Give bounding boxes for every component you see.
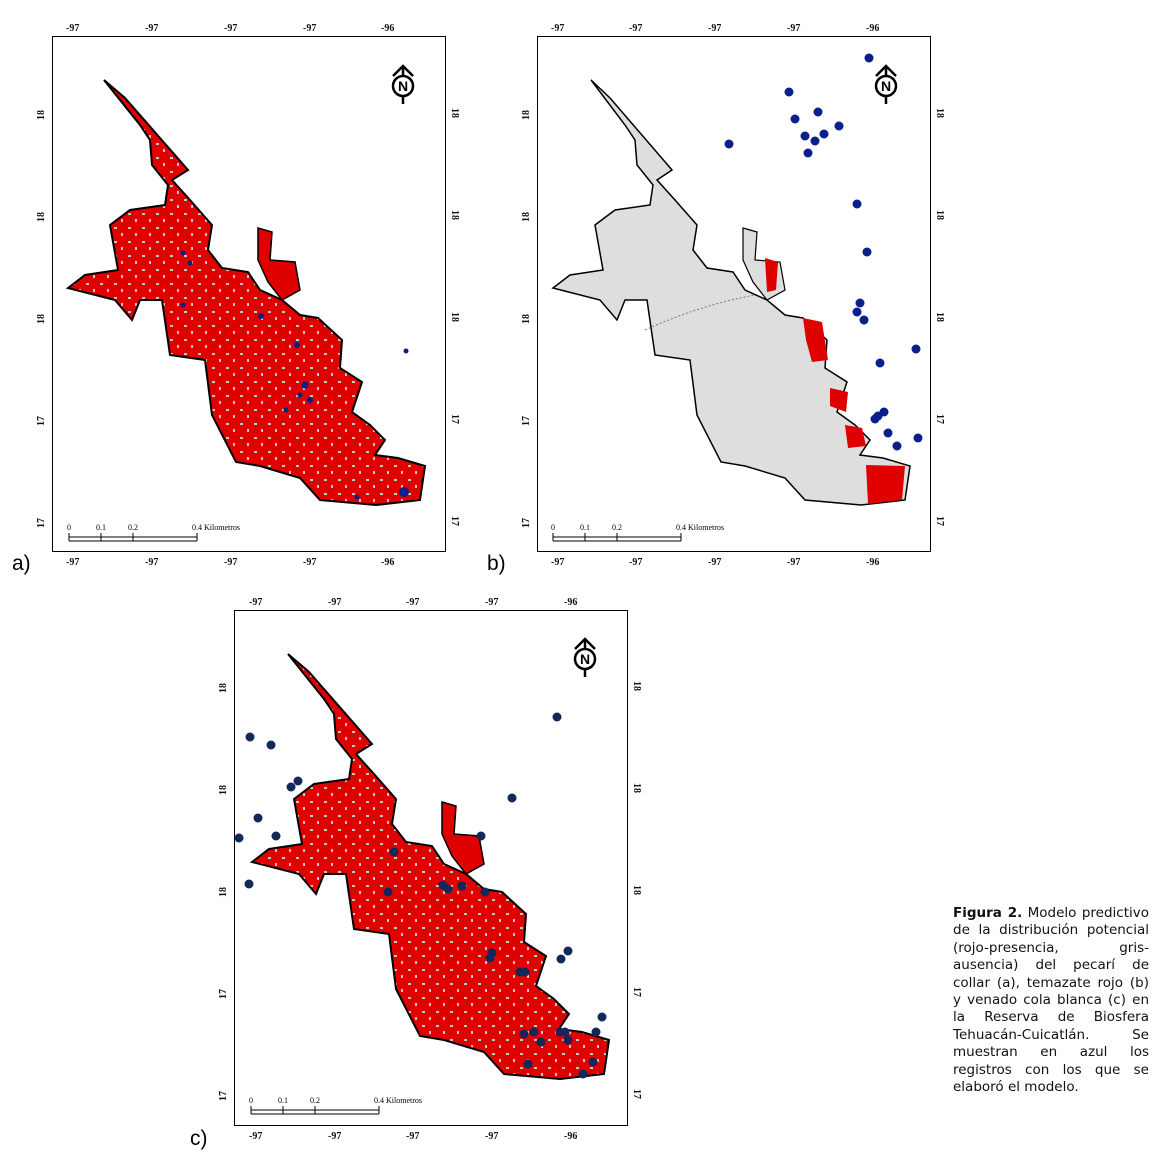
panel-label-a: a) bbox=[12, 552, 31, 575]
north-label-a: N bbox=[398, 78, 408, 94]
bottom-tick-c-0: -97 bbox=[249, 1131, 262, 1142]
right-tick-a-1: 18 bbox=[449, 210, 460, 220]
scale-1-b: 0.1 bbox=[580, 523, 590, 532]
right-tick-a-3: 17 bbox=[449, 414, 460, 424]
ticks-a: -97 -97 -97 -97 -96 -97 -97 -97 -97 -96 … bbox=[36, 23, 460, 568]
left-tick-b-0: 18 bbox=[521, 110, 532, 120]
left-tick-b-1: 18 bbox=[521, 212, 532, 222]
left-tick-a-0: 18 bbox=[36, 110, 47, 120]
scale-2-c: 0.2 bbox=[310, 1096, 320, 1105]
top-tick-a-2: -97 bbox=[224, 23, 237, 34]
scale-1-c: 0.1 bbox=[278, 1096, 288, 1105]
left-tick-c-2: 18 bbox=[218, 887, 229, 897]
scale-2-a: 0.2 bbox=[128, 523, 138, 532]
bottom-tick-b-0: -97 bbox=[551, 557, 564, 568]
bottom-tick-a-1: -97 bbox=[145, 557, 158, 568]
left-tick-b-3: 17 bbox=[521, 416, 532, 426]
scale-3-a: 0.4 Kilometros bbox=[192, 523, 240, 532]
scale-0-c: 0 bbox=[249, 1096, 253, 1105]
scale-bar-a: 0 0.1 0.2 0.4 Kilometros bbox=[67, 523, 240, 542]
north-arrow-a: N bbox=[391, 64, 415, 104]
records-b bbox=[724, 53, 923, 451]
right-tick-c-1: 18 bbox=[631, 783, 642, 793]
top-tick-c-4: -96 bbox=[564, 597, 577, 608]
bottom-tick-a-4: -96 bbox=[381, 557, 394, 568]
top-tick-b-0: -97 bbox=[551, 23, 564, 34]
ticks-b: -97 -97 -97 -97 -96 -97 -97 -97 -97 -96 … bbox=[521, 23, 945, 568]
caption-text: Modelo predictivo de la distribución pot… bbox=[953, 905, 1149, 1096]
scale-3-b: 0.4 Kilometros bbox=[676, 523, 724, 532]
bottom-tick-a-2: -97 bbox=[224, 557, 237, 568]
bottom-tick-c-3: -97 bbox=[485, 1131, 498, 1142]
right-tick-a-0: 18 bbox=[449, 108, 460, 118]
bottom-tick-a-3: -97 bbox=[303, 557, 316, 568]
left-tick-c-3: 17 bbox=[218, 989, 229, 999]
top-tick-c-3: -97 bbox=[485, 597, 498, 608]
left-tick-a-3: 17 bbox=[36, 416, 47, 426]
north-arrow-c: N bbox=[573, 637, 597, 677]
scale-2-b: 0.2 bbox=[612, 523, 622, 532]
right-tick-b-2: 18 bbox=[934, 312, 945, 322]
scale-1-a: 0.1 bbox=[96, 523, 106, 532]
top-tick-b-4: -96 bbox=[866, 23, 879, 34]
scale-0-a: 0 bbox=[67, 523, 71, 532]
north-arrow-b: N bbox=[874, 64, 898, 104]
bottom-tick-b-4: -96 bbox=[866, 557, 879, 568]
bottom-tick-b-2: -97 bbox=[708, 557, 721, 568]
left-tick-a-2: 18 bbox=[36, 314, 47, 324]
left-tick-a-1: 18 bbox=[36, 212, 47, 222]
records-a bbox=[180, 250, 409, 500]
panel-label-c: c) bbox=[190, 1127, 208, 1150]
panel-label-b: b) bbox=[487, 552, 506, 575]
reserve-polygon-a bbox=[65, 79, 427, 507]
scale-3-c: 0.4 Kilometros bbox=[374, 1096, 422, 1105]
top-tick-a-1: -97 bbox=[145, 23, 158, 34]
bottom-tick-b-1: -97 bbox=[629, 557, 642, 568]
left-tick-a-4: 17 bbox=[36, 518, 47, 528]
right-tick-a-4: 17 bbox=[449, 516, 460, 526]
left-tick-c-1: 18 bbox=[218, 785, 229, 795]
north-label-c: N bbox=[580, 651, 590, 667]
right-tick-c-4: 17 bbox=[631, 1089, 642, 1099]
bottom-tick-c-4: -96 bbox=[564, 1131, 577, 1142]
bottom-tick-a-0: -97 bbox=[66, 557, 79, 568]
caption-lead: Figura 2. bbox=[953, 905, 1023, 921]
right-tick-b-4: 17 bbox=[934, 516, 945, 526]
top-tick-c-2: -97 bbox=[406, 597, 419, 608]
bottom-tick-c-1: -97 bbox=[328, 1131, 341, 1142]
right-tick-c-2: 18 bbox=[631, 885, 642, 895]
bottom-tick-b-3: -97 bbox=[787, 557, 800, 568]
left-tick-c-0: 18 bbox=[218, 683, 229, 693]
right-tick-c-3: 17 bbox=[631, 987, 642, 997]
reserve-polygon-b bbox=[551, 79, 911, 506]
top-tick-a-4: -96 bbox=[381, 23, 394, 34]
right-tick-c-0: 18 bbox=[631, 681, 642, 691]
right-tick-a-2: 18 bbox=[449, 312, 460, 322]
records-c bbox=[234, 712, 607, 1079]
top-tick-a-3: -97 bbox=[303, 23, 316, 34]
top-tick-b-1: -97 bbox=[629, 23, 642, 34]
north-label-b: N bbox=[881, 78, 891, 94]
top-tick-b-3: -97 bbox=[787, 23, 800, 34]
scale-bar-c: 0 0.1 0.2 0.4 Kilometros bbox=[249, 1096, 422, 1115]
top-tick-a-0: -97 bbox=[66, 23, 79, 34]
top-tick-c-0: -97 bbox=[249, 597, 262, 608]
left-tick-b-2: 18 bbox=[521, 314, 532, 324]
right-tick-b-0: 18 bbox=[934, 108, 945, 118]
scale-0-b: 0 bbox=[551, 523, 555, 532]
top-tick-c-1: -97 bbox=[328, 597, 341, 608]
left-tick-c-4: 17 bbox=[218, 1091, 229, 1101]
right-tick-b-3: 17 bbox=[934, 414, 945, 424]
ticks-c: -97 -97 -97 -97 -96 -97 -97 -97 -97 -96 … bbox=[218, 597, 642, 1142]
top-tick-b-2: -97 bbox=[708, 23, 721, 34]
bottom-tick-c-2: -97 bbox=[406, 1131, 419, 1142]
left-tick-b-4: 17 bbox=[521, 518, 532, 528]
right-tick-b-1: 18 bbox=[934, 210, 945, 220]
scale-bar-b: 0 0.1 0.2 0.4 Kilometros bbox=[551, 523, 724, 542]
figure-caption: Figura 2. Modelo predictivo de la distri… bbox=[953, 905, 1149, 1096]
